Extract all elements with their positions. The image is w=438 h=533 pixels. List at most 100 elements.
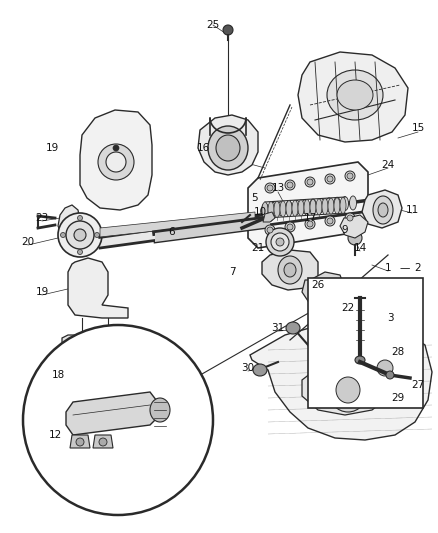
Polygon shape <box>58 205 80 238</box>
Ellipse shape <box>337 80 373 110</box>
Ellipse shape <box>78 368 85 372</box>
Ellipse shape <box>342 197 349 211</box>
Ellipse shape <box>333 197 340 211</box>
Ellipse shape <box>223 25 233 35</box>
Ellipse shape <box>307 179 313 185</box>
Ellipse shape <box>269 203 276 216</box>
Ellipse shape <box>355 356 365 364</box>
Ellipse shape <box>373 196 393 224</box>
Ellipse shape <box>276 238 284 246</box>
Ellipse shape <box>286 201 293 215</box>
Text: 13: 13 <box>272 183 285 193</box>
Polygon shape <box>302 272 345 308</box>
Text: 3: 3 <box>387 313 393 323</box>
Ellipse shape <box>304 199 310 215</box>
Ellipse shape <box>261 203 268 217</box>
Ellipse shape <box>150 398 170 422</box>
Polygon shape <box>362 190 402 228</box>
Text: 9: 9 <box>342 225 348 235</box>
Ellipse shape <box>334 198 340 214</box>
Ellipse shape <box>327 176 333 182</box>
Ellipse shape <box>285 180 295 190</box>
Ellipse shape <box>328 198 334 214</box>
Ellipse shape <box>284 263 296 277</box>
Text: 10: 10 <box>254 207 267 217</box>
Ellipse shape <box>371 354 399 382</box>
Polygon shape <box>302 362 390 415</box>
Text: 6: 6 <box>169 227 175 237</box>
Polygon shape <box>100 212 255 237</box>
Polygon shape <box>68 258 128 318</box>
Text: 18: 18 <box>51 370 65 380</box>
Polygon shape <box>340 215 368 238</box>
Text: 23: 23 <box>35 213 49 223</box>
Ellipse shape <box>274 201 280 217</box>
Ellipse shape <box>286 200 292 216</box>
Ellipse shape <box>310 199 316 215</box>
Ellipse shape <box>278 256 302 284</box>
Ellipse shape <box>267 227 273 233</box>
Ellipse shape <box>66 221 94 249</box>
Polygon shape <box>262 250 318 290</box>
Text: 7: 7 <box>229 267 235 277</box>
Ellipse shape <box>105 368 112 372</box>
Text: 17: 17 <box>304 213 317 223</box>
Ellipse shape <box>78 215 82 221</box>
Polygon shape <box>70 435 90 448</box>
Ellipse shape <box>262 202 268 218</box>
Ellipse shape <box>287 182 293 188</box>
Ellipse shape <box>106 152 126 172</box>
Ellipse shape <box>350 196 357 210</box>
Ellipse shape <box>310 199 317 213</box>
Ellipse shape <box>347 173 353 179</box>
Polygon shape <box>155 218 270 242</box>
Ellipse shape <box>74 229 86 241</box>
Polygon shape <box>198 115 258 175</box>
Ellipse shape <box>318 198 325 213</box>
Ellipse shape <box>286 322 300 334</box>
Text: 25: 25 <box>206 20 219 30</box>
Polygon shape <box>66 392 160 435</box>
Ellipse shape <box>265 183 275 193</box>
Text: 29: 29 <box>392 393 405 403</box>
Polygon shape <box>93 435 113 448</box>
Ellipse shape <box>377 360 393 376</box>
Ellipse shape <box>348 231 362 245</box>
Ellipse shape <box>325 216 335 226</box>
Polygon shape <box>263 212 275 222</box>
Ellipse shape <box>58 213 102 257</box>
Ellipse shape <box>268 201 274 217</box>
Text: 27: 27 <box>411 380 424 390</box>
Text: 20: 20 <box>21 237 35 247</box>
Text: 2: 2 <box>415 263 421 273</box>
Ellipse shape <box>92 368 99 372</box>
Ellipse shape <box>266 228 294 256</box>
Ellipse shape <box>267 185 273 191</box>
Ellipse shape <box>327 70 383 120</box>
Ellipse shape <box>336 377 360 403</box>
Ellipse shape <box>386 371 394 379</box>
Ellipse shape <box>298 200 304 216</box>
Ellipse shape <box>325 198 332 212</box>
Text: 5: 5 <box>252 193 258 203</box>
Ellipse shape <box>265 225 275 235</box>
Text: 26: 26 <box>311 280 325 290</box>
Ellipse shape <box>378 203 388 217</box>
Text: 12: 12 <box>48 430 62 440</box>
Ellipse shape <box>287 224 293 230</box>
Text: 24: 24 <box>381 160 395 170</box>
Ellipse shape <box>60 232 66 238</box>
Text: 11: 11 <box>406 205 419 215</box>
Ellipse shape <box>285 222 295 232</box>
Polygon shape <box>250 322 432 440</box>
Ellipse shape <box>345 171 355 181</box>
Ellipse shape <box>340 197 346 213</box>
Text: 15: 15 <box>411 123 424 133</box>
Ellipse shape <box>95 232 99 238</box>
Ellipse shape <box>325 174 335 184</box>
Text: 28: 28 <box>392 347 405 357</box>
Ellipse shape <box>293 200 300 214</box>
Bar <box>308 278 423 408</box>
Ellipse shape <box>216 135 240 161</box>
Ellipse shape <box>307 221 313 227</box>
